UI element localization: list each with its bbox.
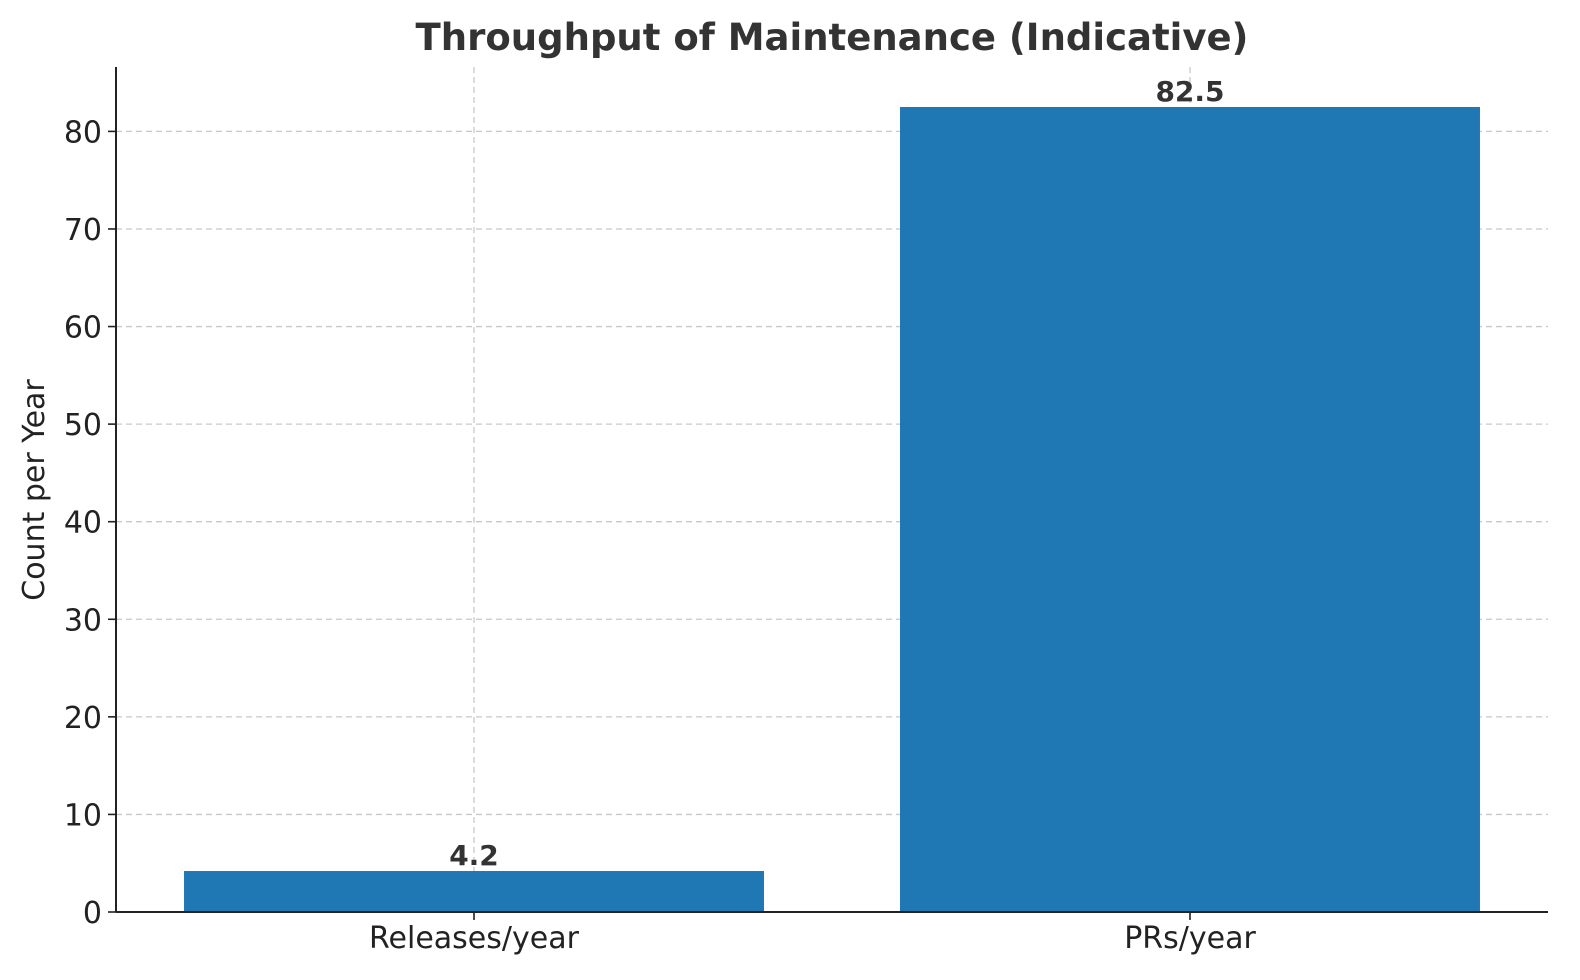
y-tick-label: 20 (64, 701, 102, 736)
axes (115, 67, 1548, 913)
y-tick-label: 60 (64, 311, 102, 346)
bar-value-label: 82.5 (1155, 75, 1224, 108)
x-tick-label: Releases/year (369, 921, 580, 956)
data-labels: 4.2 82.5 (449, 75, 1224, 872)
y-axis-label: Count per Year (17, 379, 52, 601)
y-tick-label: 40 (64, 506, 102, 541)
y-tick-label: 80 (64, 115, 102, 150)
y-tick-label: 0 (83, 896, 102, 931)
x-tick-label: PRs/year (1124, 921, 1256, 956)
y-axis-ticks: 0 10 20 30 40 50 60 70 80 (64, 115, 116, 931)
chart-title: Throughput of Maintenance (Indicative) (416, 16, 1249, 59)
y-tick-label: 70 (64, 213, 102, 248)
y-tick-label: 10 (64, 798, 102, 833)
bar-value-label: 4.2 (449, 839, 499, 872)
y-tick-label: 50 (64, 408, 102, 443)
bar (184, 871, 764, 912)
bars (184, 107, 1480, 912)
bar (900, 107, 1480, 912)
y-tick-label: 30 (64, 603, 102, 638)
x-axis-ticks: Releases/year PRs/year (369, 912, 1256, 956)
